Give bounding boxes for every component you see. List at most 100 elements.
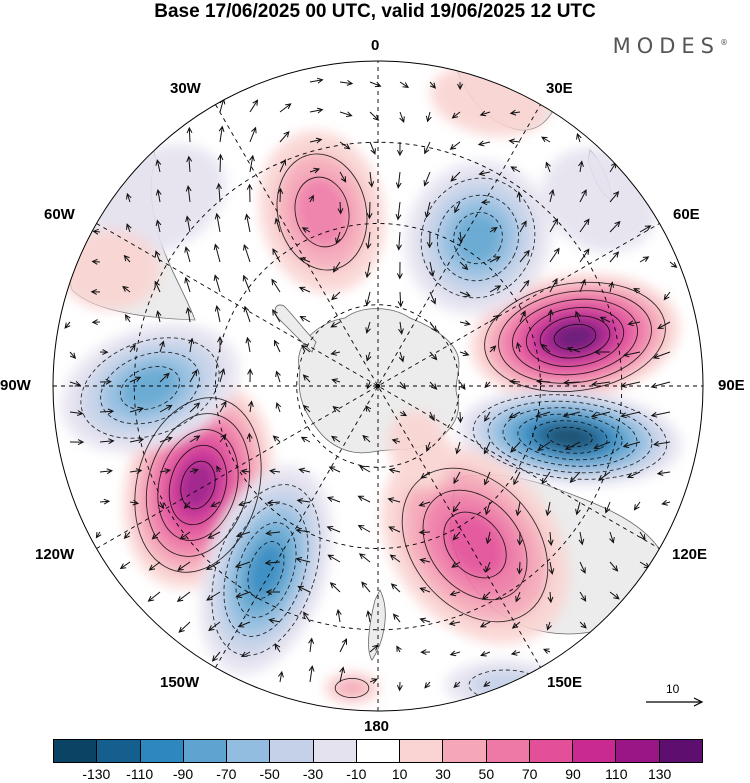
- colorbar-swatch: [140, 740, 184, 762]
- wind-vector-arrow: [548, 189, 555, 203]
- anomaly-cell: [388, 411, 452, 489]
- wind-vector-arrow: [308, 194, 314, 203]
- wind-vector-arrow: [594, 349, 610, 355]
- wind-vector-arrow: [652, 440, 671, 447]
- wind-vector-arrow: [459, 320, 471, 326]
- anomaly-contour-set: [334, 677, 370, 699]
- wind-vector-arrow: [154, 280, 161, 293]
- wind-vector-arrow: [185, 215, 191, 233]
- wind-vector-arrow: [639, 225, 652, 233]
- wind-vector-arrow: [399, 410, 408, 417]
- lon-label-180: 180: [364, 718, 390, 735]
- wind-vector-arrow: [387, 497, 401, 503]
- wind-vector-arrow: [366, 201, 373, 220]
- colorbar-tick-label: 30: [435, 766, 451, 782]
- wind-vector-arrow: [608, 281, 615, 293]
- colorbar-tick-label: 70: [521, 766, 538, 782]
- wind-vector-arrow: [329, 582, 341, 593]
- latitude-circle: [215, 223, 541, 549]
- wind-vector-arrow: [154, 250, 161, 263]
- colorbar-swatch: [573, 740, 617, 762]
- wind-vector-arrow: [279, 130, 290, 143]
- wind-vector-arrow: [69, 439, 85, 446]
- wind-vector-arrow: [188, 337, 195, 353]
- wind-vector-arrow: [243, 305, 251, 323]
- wind-vector-arrow: [591, 380, 611, 387]
- wind-vector-arrow: [399, 81, 410, 89]
- wind-vector-arrow: [545, 501, 552, 517]
- colorbar-tick-label: 90: [565, 766, 581, 782]
- colorbar-tick-label: -50: [259, 766, 280, 782]
- wind-vector-arrow: [450, 171, 461, 182]
- wind-vector-arrow: [369, 81, 382, 88]
- wind-vector-arrow: [424, 681, 431, 689]
- wind-vector-arrow: [549, 247, 560, 263]
- wind-vector-arrow: [575, 501, 581, 516]
- wind-vector-arrow: [99, 349, 109, 356]
- wind-vector-arrow: [541, 343, 551, 353]
- wind-vector-arrow: [650, 381, 671, 389]
- wind-vector-arrow: [579, 218, 590, 233]
- wind-vector-arrow: [123, 531, 131, 540]
- wind-vector-arrow: [519, 310, 526, 323]
- tasmania: [514, 679, 536, 705]
- wind-vector-arrow: [272, 309, 281, 323]
- wind-vector-arrow: [368, 171, 375, 188]
- colorbar-tick-label: -110: [126, 766, 154, 782]
- wind-vector-arrow: [429, 411, 435, 422]
- wind-vector-arrow: [639, 256, 650, 263]
- colorbar-swatch: [616, 740, 660, 762]
- wind-vector-arrow: [266, 499, 281, 506]
- wind-vector-arrow: [566, 346, 581, 353]
- colorbar-swatch: [486, 740, 530, 762]
- wind-vector-arrow: [593, 441, 611, 450]
- wind-vector-arrow: [569, 471, 581, 484]
- wind-vector-arrow: [235, 591, 251, 598]
- wind-vector-arrow: [579, 621, 587, 629]
- colorbar-swatch: [400, 740, 444, 762]
- wind-vector-arrow: [650, 411, 671, 418]
- wind-vector-arrow: [590, 411, 611, 419]
- wind-vector-arrow: [397, 141, 403, 157]
- wind-vector-arrow: [425, 111, 432, 123]
- vector-scale-arrow: [646, 697, 704, 707]
- wind-vector-arrow: [99, 378, 112, 385]
- wind-vector-arrow: [69, 351, 77, 360]
- wind-vector-arrow: [358, 553, 371, 563]
- colorbar-tick-label: -70: [216, 766, 237, 782]
- wind-vector-arrow: [278, 670, 284, 683]
- wind-vector-arrow: [511, 621, 521, 629]
- colorbar-tick-label: 50: [478, 766, 495, 782]
- wind-vector-arrow: [326, 496, 341, 503]
- wind-vector-arrow: [396, 681, 403, 692]
- wind-vector-arrow: [535, 411, 551, 418]
- wind-vector-arrow: [547, 591, 554, 604]
- wind-vector-arrow: [124, 314, 131, 323]
- lon-label-150w: 150W: [160, 674, 200, 691]
- vector-scale: 10: [644, 682, 706, 712]
- wind-vector-arrow: [357, 495, 371, 503]
- wind-vector-arrow: [369, 678, 378, 684]
- wind-vector-arrow: [657, 321, 671, 330]
- wind-vector-arrow: [126, 192, 132, 203]
- anomaly-contours: [80, 153, 668, 701]
- wind-vector-arrow: [235, 531, 251, 538]
- wind-vector-arrow: [424, 141, 431, 155]
- wind-vector-arrow: [429, 321, 437, 333]
- wind-vector-arrow: [509, 378, 521, 385]
- wind-vector-arrow: [484, 411, 491, 422]
- wind-vector-arrow: [279, 103, 292, 113]
- wind-vector-arrow: [578, 160, 584, 173]
- lon-label-120w: 120W: [35, 546, 75, 563]
- wind-vector-arrow: [620, 381, 641, 388]
- wind-vector-arrow: [579, 561, 586, 574]
- wind-vector-arrow: [308, 637, 315, 653]
- wind-vector-arrow: [186, 126, 193, 143]
- wind-vector-arrow: [457, 231, 464, 244]
- wind-vector-arrow: [339, 171, 347, 183]
- wind-vector-arrow: [185, 185, 192, 203]
- wind-vector-arrow: [249, 99, 259, 113]
- wind-vector-arrow: [245, 336, 252, 353]
- wind-vector-arrow: [272, 248, 281, 263]
- wind-vector-arrow: [332, 406, 341, 413]
